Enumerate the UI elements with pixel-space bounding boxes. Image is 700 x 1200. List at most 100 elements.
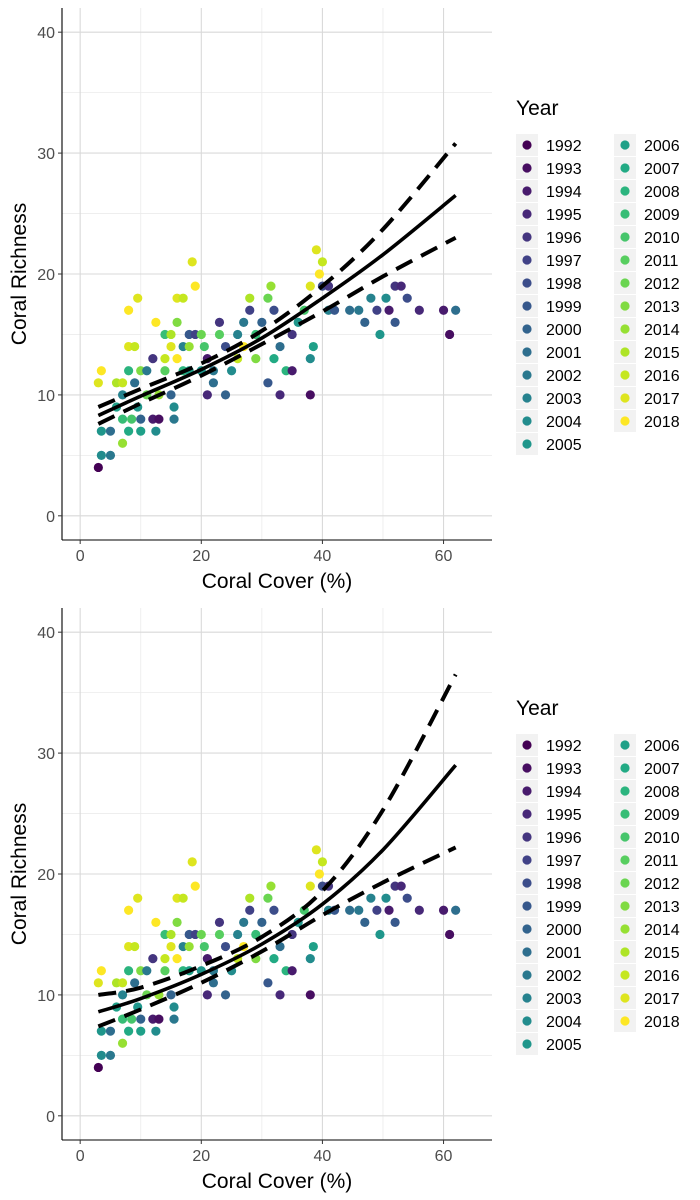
x-tick-label: 40 — [314, 548, 332, 565]
legend-swatch — [522, 1039, 532, 1049]
legend-item-1993: 1993 — [516, 757, 582, 779]
legend-swatch — [522, 140, 532, 150]
legend-swatch — [620, 278, 630, 288]
legend-item-2017: 2017 — [614, 987, 680, 1009]
data-point-2017 — [133, 893, 143, 903]
legend-label: 1992 — [546, 738, 582, 755]
confidence-upper-line — [98, 673, 458, 997]
data-point-2016 — [130, 941, 140, 952]
data-point-1995 — [202, 390, 212, 400]
data-point-1995 — [414, 305, 424, 315]
data-point-2005 — [96, 426, 106, 436]
data-point-2006 — [308, 341, 318, 352]
data-point-1994 — [438, 305, 449, 315]
data-point-2003 — [233, 929, 243, 940]
data-point-1996 — [214, 917, 225, 927]
legend-label: 1996 — [546, 830, 582, 847]
legend-item-2014: 2014 — [614, 918, 680, 940]
legend-label: 1999 — [546, 899, 582, 916]
legend-swatch — [620, 786, 630, 796]
data-point-2009 — [117, 414, 128, 424]
data-point-2008 — [124, 366, 134, 376]
data-point-1998 — [269, 905, 279, 915]
data-point-2004 — [169, 1002, 179, 1012]
legend-swatch — [620, 416, 630, 426]
data-point-1996 — [214, 317, 225, 327]
data-point-2017 — [305, 281, 315, 291]
legend-label: 2003 — [546, 391, 582, 408]
data-point-2002 — [105, 1050, 116, 1060]
data-point-1999 — [390, 917, 400, 927]
data-point-1993 — [154, 1014, 164, 1024]
data-point-2017 — [311, 245, 321, 255]
data-point-1995 — [396, 281, 406, 291]
legend-label: 2016 — [644, 968, 680, 985]
confidence-lower-line — [97, 845, 457, 1029]
legend-label: 2013 — [644, 299, 680, 316]
data-point-2018 — [151, 917, 161, 927]
data-point-2004 — [226, 366, 237, 376]
y-axis-title: Coral Richness — [8, 803, 31, 945]
data-point-2015 — [245, 293, 255, 303]
data-point-2004 — [169, 402, 179, 412]
legend-swatch — [522, 163, 532, 173]
data-point-2016 — [117, 378, 128, 388]
data-point-2003 — [233, 329, 243, 340]
x-axis-title: Coral Cover (%) — [202, 1170, 353, 1193]
data-point-2004 — [151, 426, 161, 436]
data-point-1992 — [93, 462, 103, 473]
data-point-1996 — [287, 329, 297, 340]
legend-item-2006: 2006 — [614, 734, 680, 756]
data-point-1993 — [305, 990, 315, 1000]
legend-label: 2005 — [546, 1037, 582, 1054]
data-point-2008 — [124, 966, 134, 976]
legend-label: 2005 — [546, 437, 582, 454]
data-point-2017 — [166, 341, 176, 352]
legend-label: 2006 — [644, 738, 680, 755]
legend-item-2000: 2000 — [516, 318, 582, 340]
legend-swatch — [620, 301, 630, 311]
legend-item-2016: 2016 — [614, 964, 680, 986]
legend-label: 2002 — [546, 968, 582, 985]
data-point-2000 — [360, 917, 370, 927]
legend-swatch — [620, 878, 630, 888]
legend: Year 1992 1993 1994 1995 1996 1997 1998 1999 2000… — [516, 97, 680, 455]
legend-item-2010: 2010 — [614, 226, 680, 248]
legend-label: 2018 — [644, 1014, 680, 1031]
data-point-1998 — [220, 941, 231, 952]
data-point-1998 — [402, 293, 412, 303]
legend-label: 2004 — [546, 1014, 582, 1031]
legend-item-2004: 2004 — [516, 1010, 582, 1032]
data-point-2002 — [105, 450, 116, 460]
legend-item-1997: 1997 — [516, 849, 582, 871]
y-axis-title: Coral Richness — [8, 203, 31, 345]
data-point-2018 — [172, 954, 182, 964]
data-point-2012 — [263, 293, 273, 303]
legend-swatch — [522, 232, 532, 242]
y-tick-label: 40 — [37, 625, 55, 642]
data-point-2014 — [117, 1038, 128, 1048]
data-point-2000 — [257, 317, 267, 327]
legend-label: 2001 — [546, 945, 582, 962]
data-point-2011 — [160, 966, 170, 976]
y-tick-label: 10 — [37, 388, 55, 405]
data-point-1996 — [148, 354, 158, 364]
y-tick-label: 20 — [37, 867, 55, 884]
data-point-2018 — [172, 354, 182, 364]
legend-item-2001: 2001 — [516, 941, 582, 963]
data-point-2006 — [136, 1026, 146, 1036]
data-point-2001 — [345, 305, 355, 315]
legend-swatch — [522, 347, 532, 357]
y-tick-label: 30 — [37, 746, 55, 763]
legend-label: 2012 — [644, 876, 680, 893]
legend-label: 2013 — [644, 899, 680, 916]
legend-swatch — [522, 832, 532, 842]
data-point-2016 — [178, 293, 188, 303]
legend-swatch — [620, 186, 630, 196]
legend: Year 1992 1993 1994 1995 1996 1997 1998 1999 2000… — [516, 697, 680, 1055]
data-point-2001 — [105, 1026, 116, 1036]
fit-line — [97, 764, 458, 1014]
data-point-2017 — [93, 978, 103, 988]
data-point-2014 — [184, 341, 194, 352]
legend-swatch — [522, 439, 532, 449]
